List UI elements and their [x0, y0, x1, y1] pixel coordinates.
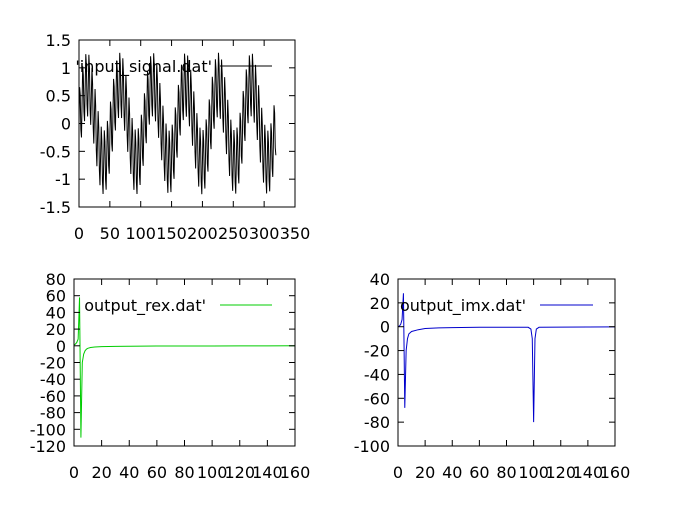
y-tick-label-rex: 80 — [46, 270, 66, 289]
x-tick-label-input: 200 — [187, 224, 218, 243]
chart-rex: output_rex.dat'0 20 40 60 80 100120140160-120… — [30, 270, 311, 482]
series-line-rex-0 — [74, 297, 295, 438]
y-tick-label-input: -0.5 — [40, 142, 71, 161]
y-tick-label-rex: -100 — [30, 420, 66, 439]
y-tick-label-imx: 0 — [380, 318, 390, 337]
y-tick-label-rex: 0 — [56, 337, 66, 356]
y-tick-label-input: -1.5 — [40, 198, 71, 217]
x-tick-label-imx: 80 — [496, 463, 516, 482]
y-tick-label-input: -1 — [55, 170, 71, 189]
y-tick-label-rex: 60 — [46, 287, 66, 306]
x-tick-label-rex: 100 — [197, 463, 228, 482]
x-tick-label-input: 150 — [156, 224, 187, 243]
legend-label-imx: output_imx.dat' — [400, 296, 526, 316]
y-tick-label-imx: 40 — [370, 270, 390, 289]
series-line-imx-0 — [398, 293, 615, 423]
x-tick-label-rex: 0 — [69, 463, 79, 482]
y-tick-label-imx: -100 — [354, 437, 390, 456]
x-tick-label-imx: 120 — [545, 463, 576, 482]
series-line-input-0 — [79, 52, 277, 195]
y-tick-label-rex: 20 — [46, 320, 66, 339]
y-tick-label-input: 0 — [61, 115, 71, 134]
y-tick-label-rex: -120 — [30, 437, 66, 456]
y-tick-label-rex: -20 — [40, 354, 66, 373]
y-tick-label-rex: -60 — [40, 387, 66, 406]
x-tick-label-input: 350 — [280, 224, 311, 243]
x-tick-label-input: 100 — [125, 224, 156, 243]
x-tick-label-input: 250 — [218, 224, 249, 243]
x-tick-label-imx: 40 — [442, 463, 462, 482]
x-tick-label-imx: 100 — [518, 463, 549, 482]
chart-input: 'input_signal.dat' 0 50 100 150 200 250 300 350 -… — [40, 31, 310, 243]
y-tick-label-input: 0.5 — [46, 87, 71, 106]
x-tick-label-rex: 80 — [174, 463, 194, 482]
x-tick-label-rex: 20 — [91, 463, 111, 482]
y-tick-label-imx: -20 — [364, 342, 390, 361]
x-tick-label-imx: 60 — [469, 463, 489, 482]
x-tick-label-input: 300 — [249, 224, 280, 243]
y-tick-label-rex: -40 — [40, 370, 66, 389]
x-tick-label-input: 50 — [100, 224, 120, 243]
x-tick-label-rex: 160 — [280, 463, 311, 482]
x-tick-label-rex: 40 — [119, 463, 139, 482]
legend-label-input: 'input_signal.dat' — [75, 57, 212, 77]
x-tick-label-imx: 140 — [573, 463, 604, 482]
x-tick-label-rex: 140 — [252, 463, 283, 482]
x-tick-label-imx: 20 — [415, 463, 435, 482]
y-tick-label-input: 1.5 — [46, 31, 71, 50]
y-tick-label-imx: -40 — [364, 365, 390, 384]
legend-label-rex: output_rex.dat' — [84, 296, 206, 316]
y-tick-label-imx: -60 — [364, 389, 390, 408]
x-tick-label-rex: 60 — [147, 463, 167, 482]
x-tick-label-rex: 120 — [224, 463, 255, 482]
y-tick-label-imx: -80 — [364, 413, 390, 432]
y-tick-label-input: 1 — [61, 59, 71, 78]
y-tick-label-rex: 40 — [46, 303, 66, 322]
x-tick-label-input: 0 — [74, 224, 84, 243]
x-tick-label-imx: 160 — [600, 463, 631, 482]
y-tick-label-rex: -80 — [40, 404, 66, 423]
x-tick-label-imx: 0 — [393, 463, 403, 482]
y-tick-label-imx: 20 — [370, 294, 390, 313]
